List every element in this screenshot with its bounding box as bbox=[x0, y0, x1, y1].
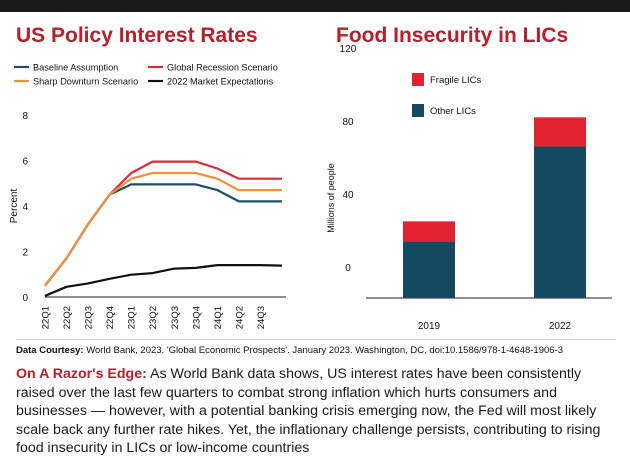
x-tick-label: 24Q1 bbox=[213, 306, 224, 329]
x-tick-label: 23Q1 bbox=[127, 306, 138, 329]
description-body: As World Bank data shows, US interest ra… bbox=[16, 366, 601, 456]
bar-segment bbox=[534, 117, 586, 147]
x-tick-label: 24Q2 bbox=[234, 306, 245, 329]
description: On A Razor's Edge: As World Bank data sh… bbox=[16, 365, 616, 458]
legend-label: Baseline Assumption bbox=[33, 63, 118, 73]
divider bbox=[16, 339, 616, 340]
legend-label: Global Recession Scenario bbox=[167, 63, 278, 73]
y-axis-label: Millions of people bbox=[326, 163, 336, 233]
courtesy-label: Data Courtesy: bbox=[16, 345, 84, 356]
left-chart-title: US Policy Interest Rates bbox=[16, 24, 258, 47]
description-lead: On A Razor's Edge: bbox=[16, 366, 147, 382]
x-tick-label: 23Q2 bbox=[148, 306, 159, 329]
y-tick-label: 120 bbox=[340, 44, 357, 55]
x-tick-label: 23Q4 bbox=[191, 306, 202, 329]
series-line bbox=[44, 171, 282, 287]
right-chart-title: Food Insecurity in LICs bbox=[336, 24, 569, 47]
y-tick-label: 40 bbox=[342, 190, 354, 201]
x-tick-label: 22Q2 bbox=[62, 306, 73, 329]
x-tick-label: 23Q3 bbox=[170, 306, 181, 329]
bar-chart: 0 40 80 120 Millions of people 2019 2022 Fragil… bbox=[326, 44, 612, 332]
y-tick-label: 80 bbox=[342, 117, 354, 128]
x-tick-label: 22Q4 bbox=[105, 306, 116, 329]
x-tick-label: 24Q3 bbox=[256, 306, 267, 329]
y-tick-label: 4 bbox=[22, 202, 28, 213]
y-tick-label: 0 bbox=[22, 293, 28, 304]
x-tick-label: 22Q3 bbox=[84, 306, 95, 329]
legend-label: Fragile LICs bbox=[430, 75, 481, 86]
series-line bbox=[44, 264, 283, 297]
y-tick-label: 8 bbox=[22, 111, 28, 122]
x-tick-label: 2019 bbox=[418, 321, 441, 332]
courtesy-text: World Bank, 2023. 'Global Economic Prosp… bbox=[86, 345, 564, 356]
data-courtesy: Data Courtesy: World Bank, 2023. 'Global… bbox=[16, 345, 563, 356]
legend-label: 2022 Market Expectations bbox=[167, 77, 274, 87]
line-chart: Baseline Assumption Global Recession Scen… bbox=[9, 63, 286, 329]
x-tick-label: 2022 bbox=[549, 321, 572, 332]
legend-swatch bbox=[412, 104, 424, 117]
legend-label: Other LICs bbox=[430, 106, 476, 117]
legend-label: Sharp Downturn Scenario bbox=[33, 77, 138, 87]
top-bar bbox=[0, 0, 630, 12]
x-tick-label: 22Q1 bbox=[41, 306, 52, 329]
bar-segment bbox=[403, 221, 455, 242]
legend-swatch bbox=[412, 73, 424, 86]
y-tick-label: 0 bbox=[345, 263, 351, 274]
y-axis-label: Percent bbox=[9, 189, 20, 224]
bar-segment bbox=[534, 146, 586, 298]
bar-segment bbox=[403, 241, 455, 298]
y-tick-label: 6 bbox=[22, 157, 28, 168]
y-tick-label: 2 bbox=[22, 248, 28, 259]
